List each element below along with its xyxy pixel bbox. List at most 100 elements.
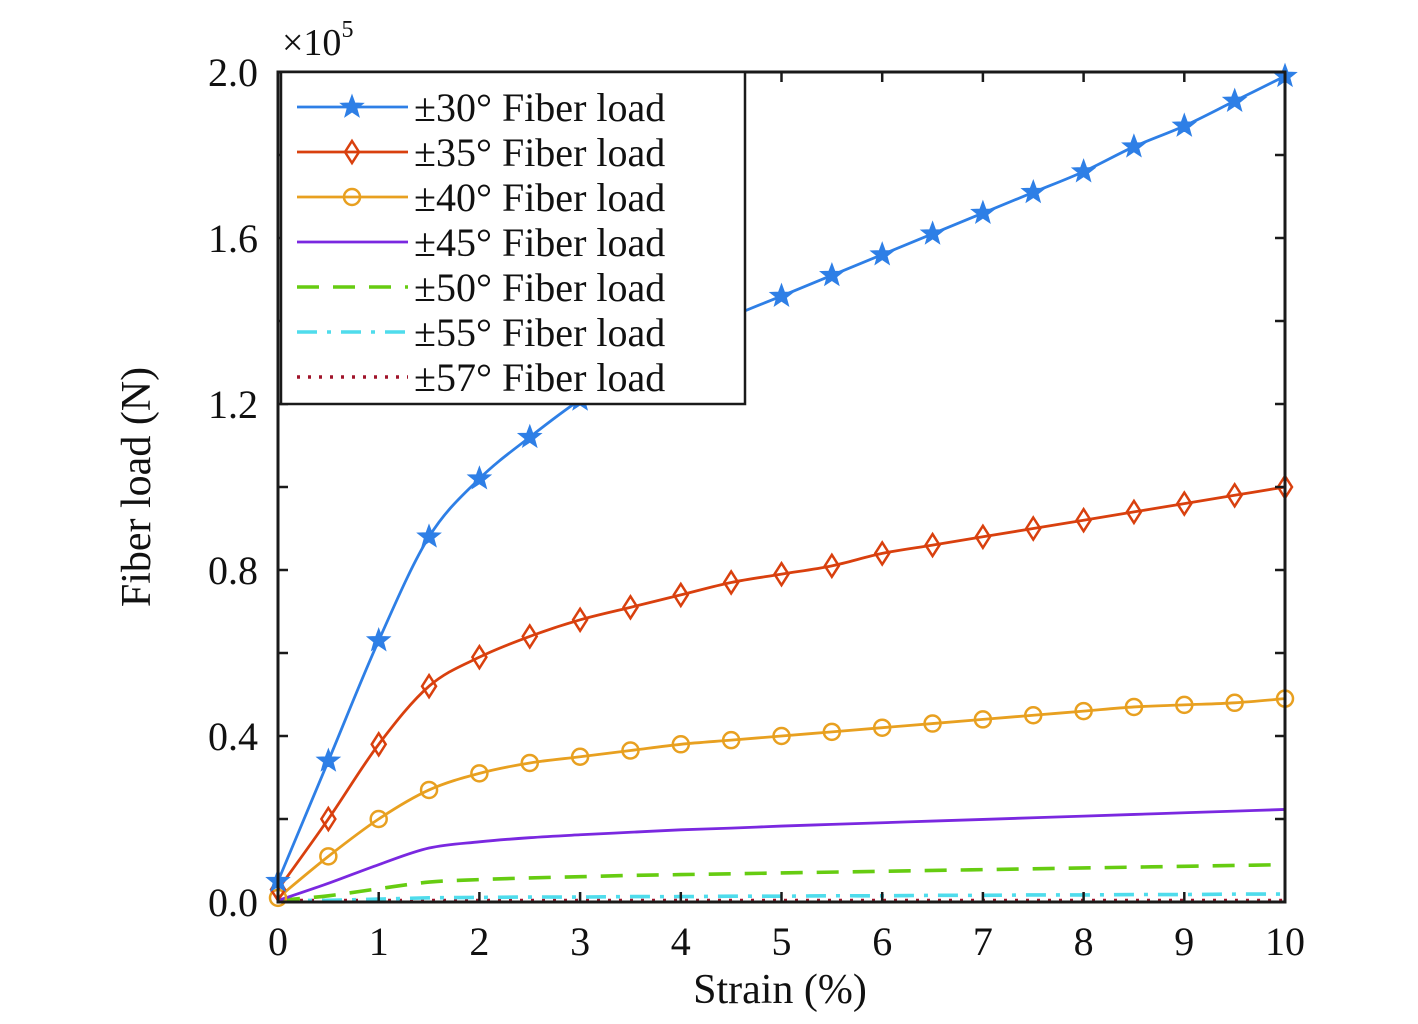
series-line — [277, 862, 1286, 903]
legend-label: ±55° Fiber load — [414, 310, 665, 355]
series-line — [277, 808, 1286, 902]
diamond-marker — [571, 606, 589, 634]
x-tick-label: 7 — [973, 919, 993, 964]
series-4 — [277, 862, 1286, 903]
legend-item: ±57° Fiber load — [297, 355, 665, 400]
diamond-marker — [924, 531, 942, 559]
x-tick-label: 8 — [1074, 919, 1094, 964]
diamond-marker — [319, 805, 337, 833]
x-tick-label: 9 — [1174, 919, 1194, 964]
legend-label: ±50° Fiber load — [414, 265, 665, 310]
x-tick-label: 4 — [671, 919, 691, 964]
legend-label: ±40° Fiber load — [414, 175, 665, 220]
series-3 — [277, 808, 1286, 902]
legend-star-marker — [339, 93, 365, 118]
x-tick-label: 3 — [570, 919, 590, 964]
star-marker — [1171, 112, 1198, 137]
legend-box — [279, 70, 747, 406]
circle-marker — [671, 735, 691, 754]
circle-marker — [822, 722, 842, 742]
y-tick-label: 1.6 — [208, 216, 258, 261]
diamond-marker — [773, 560, 790, 588]
legend-label: ±30° Fiber load — [414, 85, 665, 130]
legend-item: ±45° Fiber load — [297, 220, 665, 265]
circle-marker — [923, 714, 942, 733]
legend-diamond-marker — [343, 138, 361, 166]
y-multiplier: ×105 — [282, 17, 353, 64]
circle-marker — [570, 747, 590, 766]
x-tick-label: 2 — [469, 919, 489, 964]
series-layer — [265, 62, 1298, 908]
star-marker — [768, 282, 795, 307]
legend-item: ±40° Fiber load — [297, 175, 665, 220]
legend-item: ±55° Fiber load — [297, 310, 665, 355]
tick-layer: 0 1 2 3 4 5 6 7 8 9 10 0.0 0.4 0.8 1.2 1.6 2.0 — [208, 50, 1305, 964]
series-2 — [268, 689, 1295, 908]
star-marker — [1020, 178, 1047, 204]
y-tick-label: 0.0 — [208, 880, 258, 925]
diamond-marker — [470, 643, 488, 671]
y-tick-label: 2.0 — [208, 50, 258, 95]
diamond-marker — [621, 594, 639, 621]
x-tick-label: 5 — [772, 919, 792, 964]
circle-marker — [1175, 695, 1194, 715]
legend-item: ±35° Fiber load — [297, 130, 665, 175]
star-marker — [919, 220, 946, 245]
circle-marker — [973, 710, 993, 729]
series-line — [276, 74, 1286, 882]
x-tick-label: 1 — [369, 919, 389, 964]
diamond-marker — [521, 623, 539, 650]
star-marker — [365, 627, 392, 652]
y-tick-label: 0.8 — [208, 548, 258, 593]
circle-marker — [369, 809, 388, 829]
star-marker — [819, 261, 845, 287]
x-tick-label: 6 — [872, 919, 892, 964]
legend-item: ±30° Fiber load — [297, 85, 665, 130]
circle-marker — [1225, 693, 1244, 713]
diamond-marker — [823, 552, 841, 580]
series-line — [277, 697, 1286, 899]
diamond-marker — [1125, 498, 1143, 526]
star-marker — [416, 523, 442, 548]
circle-marker — [1074, 701, 1093, 721]
y-tick-label: 1.2 — [208, 382, 258, 427]
circle-marker — [1024, 706, 1043, 725]
circle-marker — [419, 780, 439, 800]
star-marker — [1221, 87, 1248, 112]
circle-marker — [520, 753, 539, 773]
diamond-marker — [1024, 515, 1042, 542]
legend-circle-marker — [342, 187, 362, 207]
diamond-marker — [370, 730, 388, 758]
y-tick-label: 0.4 — [208, 714, 258, 759]
star-marker — [1121, 133, 1147, 158]
legend-label: ±45° Fiber load — [414, 220, 665, 265]
diamond-marker — [420, 672, 438, 700]
legend: ±30° Fiber load±35° Fiber load±40° Fiber… — [279, 70, 747, 406]
x-tick-label: 10 — [1265, 919, 1305, 964]
circle-marker — [872, 718, 892, 737]
series-line — [276, 485, 1286, 891]
y-axis-label: Fiber load (N) — [114, 367, 160, 607]
legend-item: ±50° Fiber load — [297, 265, 665, 310]
diamond-marker — [974, 523, 992, 551]
diamond-marker — [1175, 490, 1193, 517]
star-marker — [869, 241, 895, 266]
diamond-marker — [1075, 506, 1093, 534]
circle-marker — [1124, 697, 1144, 717]
diamond-marker — [873, 540, 891, 567]
star-marker — [315, 747, 342, 772]
star-marker — [970, 199, 996, 224]
x-tick-label: 0 — [268, 919, 288, 964]
circle-marker — [319, 847, 338, 866]
star-marker — [466, 465, 493, 490]
star-marker — [516, 423, 543, 449]
series-0 — [265, 62, 1298, 893]
legend-label: ±57° Fiber load — [414, 355, 665, 400]
legend-label: ±35° Fiber load — [414, 130, 665, 175]
circle-marker — [721, 730, 741, 750]
circle-marker — [470, 764, 489, 783]
diamond-marker — [722, 569, 740, 596]
diamond-marker — [672, 581, 690, 609]
diamond-marker — [1226, 481, 1244, 509]
